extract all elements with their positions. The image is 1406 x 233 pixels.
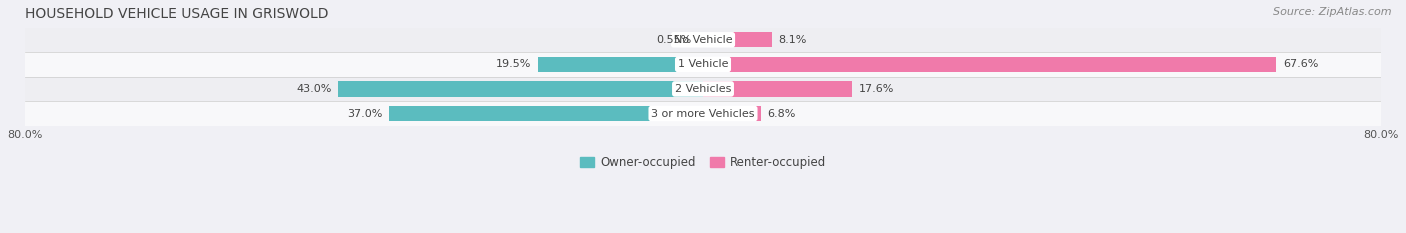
- Bar: [25, 27, 1381, 52]
- Bar: [25, 52, 1381, 77]
- Text: 67.6%: 67.6%: [1284, 59, 1319, 69]
- Bar: [339, 81, 703, 96]
- Bar: [25, 77, 1381, 101]
- Text: 1 Vehicle: 1 Vehicle: [678, 59, 728, 69]
- Text: 8.1%: 8.1%: [779, 35, 807, 45]
- Bar: [703, 57, 1277, 72]
- Bar: [703, 106, 761, 121]
- Text: 2 Vehicles: 2 Vehicles: [675, 84, 731, 94]
- Bar: [389, 106, 703, 121]
- Bar: [537, 57, 703, 72]
- Text: HOUSEHOLD VEHICLE USAGE IN GRISWOLD: HOUSEHOLD VEHICLE USAGE IN GRISWOLD: [25, 7, 328, 21]
- Text: No Vehicle: No Vehicle: [673, 35, 733, 45]
- Text: 0.55%: 0.55%: [657, 35, 692, 45]
- Text: 43.0%: 43.0%: [297, 84, 332, 94]
- Text: 19.5%: 19.5%: [495, 59, 531, 69]
- Bar: [703, 81, 852, 96]
- Text: 6.8%: 6.8%: [768, 109, 796, 119]
- Bar: [25, 101, 1381, 126]
- Text: 17.6%: 17.6%: [859, 84, 894, 94]
- Bar: [699, 32, 703, 47]
- Text: 3 or more Vehicles: 3 or more Vehicles: [651, 109, 755, 119]
- Text: 37.0%: 37.0%: [347, 109, 382, 119]
- Text: Source: ZipAtlas.com: Source: ZipAtlas.com: [1274, 7, 1392, 17]
- Legend: Owner-occupied, Renter-occupied: Owner-occupied, Renter-occupied: [575, 151, 831, 174]
- Bar: [703, 32, 772, 47]
